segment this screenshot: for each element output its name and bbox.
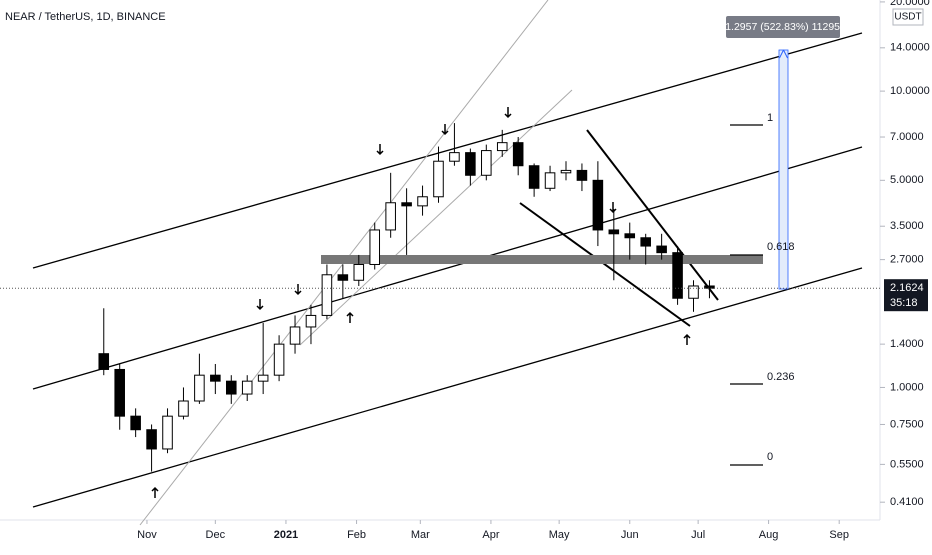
candle-body [305,314,317,328]
fib-label: 0 [767,451,773,463]
candle-body [401,202,412,207]
y-tick-label: 14.0000 [890,42,930,54]
candle-body [433,160,444,198]
candle-body [528,165,540,189]
candle-body [656,245,667,254]
x-tick-label: Aug [759,529,779,541]
candle-body [225,380,237,395]
measure-label-box [726,16,840,38]
candle-body [210,374,221,382]
channel-mid [32,146,863,390]
fib-label: 0.236 [767,371,795,383]
x-tick-label: Dec [206,529,226,541]
candle-body [560,169,572,174]
x-tick-label: Sep [829,529,849,541]
x-tick-label: Mar [411,529,430,541]
y-tick-label: 1.0000 [890,381,924,393]
y-tick-label: 0.4100 [890,496,924,508]
last-price-box [884,279,928,312]
candle-body [321,274,333,316]
candle-body [178,400,189,417]
drawings [32,0,863,526]
currency-label[interactable]: USDT [894,12,921,23]
x-tick-label: Nov [137,529,157,541]
currency-box[interactable] [892,8,924,26]
candle-body [640,237,651,247]
arrows [151,107,691,498]
measure-label: 11.2957 (522.83%) 112957 [720,21,846,33]
y-tick-label: 10.0000 [890,85,930,97]
candle-body [369,229,381,265]
y-tick-label: 3.5000 [890,220,924,232]
candle-body [608,229,620,235]
y-tick-label: 20.0000 [890,0,930,8]
measure-range [778,49,789,290]
candle-body [353,263,365,281]
x-tick-label: Jun [621,529,639,541]
candle-body [688,285,699,299]
y-tick-label: 7.0000 [890,131,924,143]
candle-body [385,202,396,231]
y-tick-label: 0.7500 [890,418,924,430]
candle-body [114,368,125,417]
x-tick-label: May [549,529,570,541]
chart-title: NEAR / TetherUS, 1D, BINANCE [5,11,166,23]
candle-body [241,380,253,395]
y-tick-label: 0.5500 [890,458,924,470]
x-tick-label: Apr [482,529,499,541]
candle-body [162,415,173,450]
candle-body [257,374,269,382]
candle-body [194,374,205,402]
y-tick-label: 2.7000 [890,254,924,266]
wedge-bottom [519,202,691,327]
candle-body [576,169,588,181]
signal-arrows [151,107,691,498]
candle-body [704,285,715,289]
wedge-top [586,129,719,301]
candle-body [337,274,349,281]
last-price-label: 2.1624 [890,282,924,294]
candle-body [449,152,460,162]
candle-body [417,196,428,207]
x-tick-label: 2021 [274,529,298,541]
candle-body [289,326,301,345]
candle-body [481,150,492,176]
fib-label: 0.618 [767,241,795,253]
candle-body [512,142,524,167]
y-tick-label: 5.0000 [890,174,924,186]
candle-body [273,343,285,376]
measure-arrow [779,49,788,59]
candle-body [465,152,476,176]
candle-body [672,252,683,299]
candle-body [130,415,141,431]
candle-body [98,353,110,370]
x-tick-label: Feb [347,529,366,541]
x-tick-label: Jul [691,529,705,541]
y-tick-label: 1.4000 [890,338,924,350]
fib-label: 1 [767,112,773,124]
candle-body [146,429,157,450]
support-zone [321,255,763,264]
candle-body [496,142,508,152]
candle-body [592,179,604,231]
candle-body [624,233,636,239]
grey-channel-2 [299,89,573,346]
channel-bottom [32,267,863,508]
countdown-label: 35:18 [890,297,918,309]
candle-body [544,172,556,189]
channel-top [32,32,863,269]
